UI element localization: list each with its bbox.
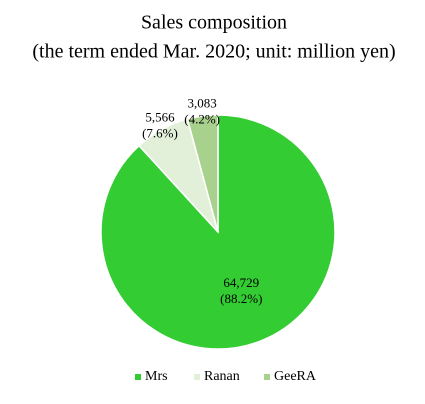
chart-title: Sales composition	[141, 12, 287, 34]
legend-label: GeeRA	[274, 369, 317, 384]
chart-subtitle: (the term ended Mar. 2020; unit: million…	[32, 41, 395, 63]
percent-label: (4.2%)	[184, 112, 220, 127]
legend-label: Mrs	[145, 369, 168, 384]
legend-label: Ranan	[204, 369, 240, 384]
value-label: 3,083	[188, 96, 217, 111]
pie-slice	[186, 114, 219, 233]
percent-label: (88.2%)	[220, 291, 262, 306]
value-label: 5,566	[145, 109, 175, 124]
value-label: 64,729	[223, 275, 259, 290]
legend-marker	[194, 374, 200, 380]
percent-label: (7.6%)	[142, 125, 178, 140]
legend-marker	[135, 374, 141, 380]
legend-marker	[264, 374, 270, 380]
